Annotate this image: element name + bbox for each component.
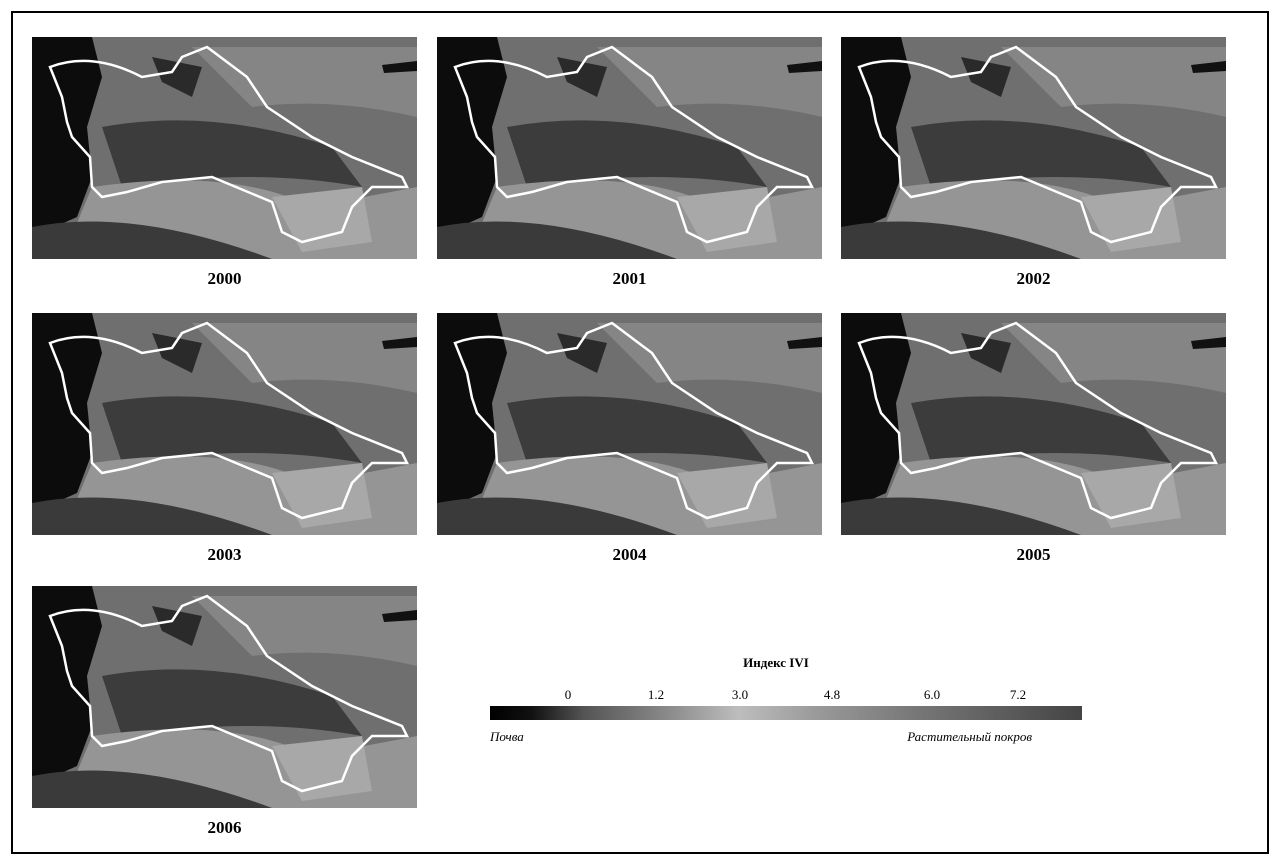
panel-year: 2000 <box>208 269 242 288</box>
panel-year: 2005 <box>1017 545 1051 564</box>
map-image <box>437 37 822 259</box>
panel-year: 2002 <box>1017 269 1051 288</box>
legend-tick-label: 4.8 <box>824 687 840 702</box>
legend-tick-label: 1.2 <box>648 687 664 702</box>
panel-year: 2003 <box>208 545 242 564</box>
legend-tick-label: 0 <box>565 687 572 702</box>
low-label: Почва <box>489 729 524 744</box>
legend-tick-label: 7.2 <box>1010 687 1026 702</box>
color-bar <box>490 706 1082 720</box>
legend-tick-label: 6.0 <box>924 687 940 702</box>
map-image <box>32 586 417 808</box>
map-image <box>437 313 822 535</box>
map-image <box>32 313 417 535</box>
panel-year: 2001 <box>613 269 647 288</box>
panel-year: 2004 <box>613 545 648 564</box>
high-label: Растительный покров <box>906 729 1032 744</box>
legend-tick-label: 3.0 <box>732 687 748 702</box>
panel-year: 2006 <box>208 818 242 837</box>
map-image <box>841 313 1226 535</box>
legend-title: Индекс IVI <box>743 655 809 670</box>
map-image <box>32 37 417 259</box>
legend: Индекс IVI 0 1.2 3.0 4.8 6.0 7.2 Почва Растит… <box>489 655 1082 744</box>
figure: 2000 2001 2002 2003 2004 2005 2006 Индекс IVI … <box>0 0 1280 854</box>
map-image <box>841 37 1226 259</box>
